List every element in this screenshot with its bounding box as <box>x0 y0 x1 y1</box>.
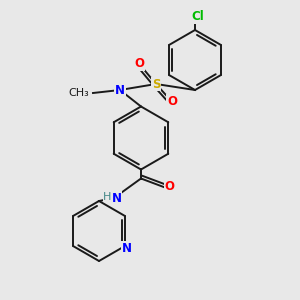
Text: O: O <box>134 57 145 70</box>
Text: N: N <box>115 83 125 97</box>
Text: O: O <box>164 179 175 193</box>
Text: N: N <box>122 242 131 255</box>
Text: S: S <box>152 77 160 91</box>
Text: CH₃: CH₃ <box>69 88 89 98</box>
Text: Cl: Cl <box>192 10 204 23</box>
Text: N: N <box>111 191 122 205</box>
Text: O: O <box>167 95 177 108</box>
Text: H: H <box>103 191 112 202</box>
